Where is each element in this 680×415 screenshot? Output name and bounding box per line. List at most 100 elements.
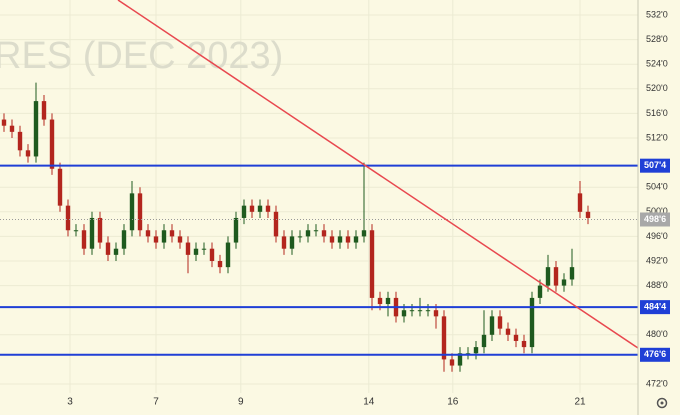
candle-body	[57, 168, 63, 206]
candle-body	[249, 205, 255, 212]
candle-body	[369, 230, 375, 298]
x-tick-label: 21	[574, 397, 586, 408]
candle-body	[121, 230, 127, 249]
candle-body	[513, 334, 519, 341]
y-tick-label: 492'0	[646, 255, 668, 265]
candle-body	[81, 230, 87, 249]
candle-body	[201, 248, 207, 250]
candle-body	[321, 230, 327, 237]
settings-dot[interactable]	[660, 401, 664, 405]
x-tick-label: 7	[153, 397, 159, 408]
candle-body	[497, 316, 503, 329]
candle-body	[505, 328, 511, 335]
y-tick-label: 496'0	[646, 231, 668, 241]
candle-body	[65, 205, 71, 231]
candle-body	[129, 193, 135, 231]
candle-body	[585, 211, 591, 218]
candle-body	[153, 236, 159, 243]
candle-body	[161, 230, 167, 243]
candle-body	[9, 125, 15, 132]
trend-line	[117, 0, 639, 349]
candle-body	[217, 261, 223, 268]
candle-body	[465, 353, 471, 355]
grid	[0, 0, 638, 393]
candle-body	[137, 193, 143, 231]
y-tick-label: 528'0	[646, 34, 668, 44]
level-label-box	[640, 300, 670, 315]
candle-body	[49, 119, 55, 169]
candle-body	[489, 316, 495, 335]
candle-body	[273, 211, 279, 237]
level-label: 476'6	[644, 349, 666, 359]
candle-body	[577, 193, 583, 212]
candle-body	[481, 334, 487, 348]
settings-icon[interactable]	[656, 397, 668, 409]
candle-body	[241, 205, 247, 218]
candle-body	[569, 267, 575, 280]
last-price-label: 498'6	[644, 214, 666, 224]
candle-body	[169, 230, 175, 237]
level-label-box	[640, 158, 670, 173]
candle-body	[89, 217, 95, 249]
y-tick-label: 532'0	[646, 9, 668, 19]
candle-body	[177, 236, 183, 243]
x-tick-label: 14	[363, 397, 375, 408]
settings-gear[interactable]	[656, 397, 668, 409]
candle-body	[561, 279, 567, 286]
y-tick-label: 516'0	[646, 108, 668, 118]
candle-body	[329, 236, 335, 243]
plot	[0, 0, 639, 372]
candle-body	[433, 310, 439, 317]
candle-body	[41, 101, 47, 120]
candle-body	[457, 353, 463, 366]
candle-body	[25, 150, 31, 157]
candle-body	[289, 236, 295, 249]
candle-body	[105, 242, 111, 255]
candle-body	[209, 248, 215, 262]
candle-body	[417, 310, 423, 312]
candle-body	[409, 310, 415, 312]
x-tick-label: 9	[238, 397, 244, 408]
candle-body	[305, 230, 311, 237]
candle-body	[233, 217, 239, 243]
last-price-box	[640, 212, 670, 227]
y-tick-label: 480'0	[646, 329, 668, 339]
candle-body	[441, 316, 447, 360]
candle-body	[473, 347, 479, 354]
y-tick-label: 504'0	[646, 182, 668, 192]
candle-body	[553, 267, 559, 286]
candle-body	[345, 236, 351, 243]
candle-body	[145, 230, 151, 237]
candle-body	[529, 297, 535, 348]
candle-body	[17, 131, 23, 151]
candle-body	[401, 310, 407, 317]
candle-body	[377, 297, 383, 305]
y-tick-label: 524'0	[646, 59, 668, 69]
candle-body	[385, 297, 391, 305]
level-label: 507'4	[644, 160, 666, 170]
y-tick-label: 512'0	[646, 132, 668, 142]
y-tick-label: 472'0	[646, 378, 668, 388]
candle-body	[265, 205, 271, 212]
candle-body	[521, 340, 527, 348]
y-tick-label: 488'0	[646, 280, 668, 290]
watermark: RES (DEC 2023)	[0, 35, 283, 77]
candle-body	[73, 230, 79, 232]
candle-body	[297, 236, 303, 238]
candle-body	[337, 236, 343, 243]
candle-body	[193, 248, 199, 255]
y-tick-label: 520'0	[646, 83, 668, 93]
level-label-box	[640, 347, 670, 362]
level-label: 484'4	[644, 302, 666, 312]
price-axis	[638, 0, 680, 415]
candle-body	[1, 119, 7, 126]
candle-body	[449, 359, 455, 366]
x-tick-label: 16	[447, 397, 459, 408]
candle-body	[257, 205, 263, 212]
candle-body	[97, 217, 103, 243]
y-tick-label: 500'0	[646, 206, 668, 216]
candle-body	[353, 236, 359, 243]
candle-body	[281, 236, 287, 249]
candle-body	[33, 101, 39, 157]
